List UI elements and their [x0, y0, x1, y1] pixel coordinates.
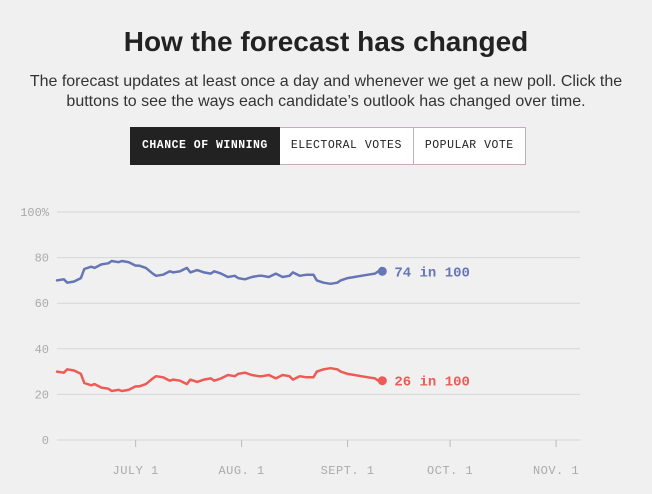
series-end-dot: [377, 266, 387, 276]
series-end-label: 26 in 100: [394, 375, 470, 391]
x-tick-label: NOV. 1: [533, 464, 579, 478]
x-tick-label: AUG. 1: [218, 464, 264, 478]
x-axis-ticks: JULY 1 AUG. 1 SEPT. 1 OCT. 1 NOV. 1: [113, 440, 579, 478]
y-tick-label: 100%: [20, 206, 50, 220]
series-line: [55, 366, 380, 393]
y-tick-label: 80: [35, 252, 49, 266]
series-end-dot: [377, 376, 387, 386]
grid-lines: [57, 211, 580, 441]
series-line: [55, 259, 380, 286]
y-tick-label: 20: [35, 388, 49, 402]
y-tick-label: 60: [35, 297, 49, 311]
series-lines: 74 in 100 26 in 100: [55, 259, 470, 393]
forecast-line-chart: 100% 80 60 40 20 0 JULY 1 AUG. 1 SEPT. 1 OCT. 1 N…: [20, 206, 580, 478]
x-tick-label: SEPT. 1: [321, 464, 375, 478]
page-subtitle: The forecast updates at least once a day…: [29, 73, 623, 110]
series-end-label: 74 in 100: [394, 265, 470, 281]
chart-mode-tabs: CHANCE OF WINNING ELECTORAL VOTES POPULA…: [130, 127, 526, 165]
tab-electoral-votes[interactable]: ELECTORAL VOTES: [279, 127, 414, 165]
tab-chance-of-winning[interactable]: CHANCE OF WINNING: [130, 127, 280, 165]
page-title: How the forecast has changed: [123, 26, 529, 57]
y-tick-label: 40: [35, 343, 49, 357]
x-tick-label: JULY 1: [113, 464, 159, 478]
x-tick-label: OCT. 1: [427, 464, 473, 478]
y-axis-ticks: 100% 80 60 40 20 0: [20, 206, 50, 448]
y-tick-label: 0: [42, 434, 49, 448]
tab-popular-vote[interactable]: POPULAR VOTE: [413, 127, 526, 165]
